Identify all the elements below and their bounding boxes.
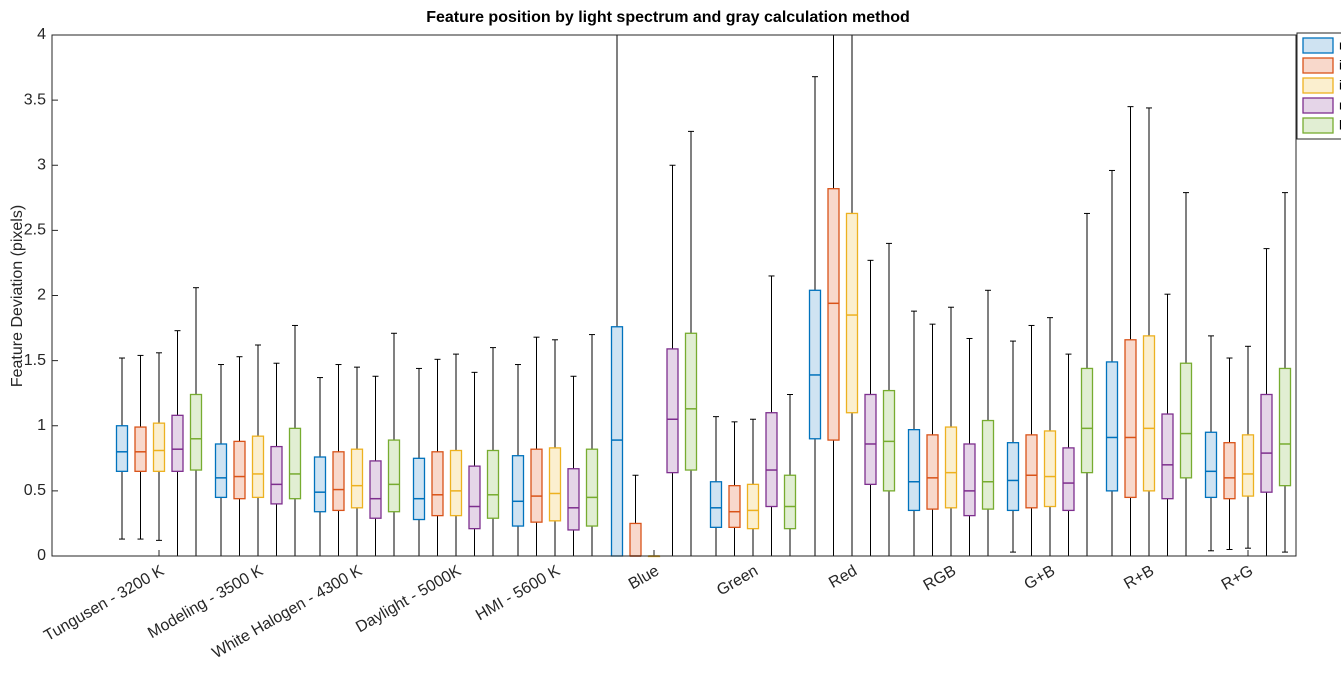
y-tick-label: 2.5 — [24, 222, 46, 239]
box — [387, 439, 401, 513]
legend-swatch — [1302, 97, 1334, 114]
x-tick-label: Red — [826, 562, 860, 591]
box — [530, 448, 543, 523]
y-tick-label: 3 — [37, 156, 46, 173]
box — [251, 435, 265, 499]
x-tick-label: R+G — [1219, 562, 1256, 593]
box — [313, 456, 327, 513]
box — [808, 289, 822, 440]
box — [350, 448, 364, 509]
x-tick-label: R+B — [1121, 562, 1157, 593]
box — [907, 429, 921, 512]
box — [746, 483, 760, 530]
box — [1062, 447, 1075, 512]
chart-title: Feature position by light spectrum and g… — [426, 9, 910, 26]
box — [585, 448, 599, 527]
box — [412, 457, 426, 521]
x-tick-label: HMI - 5600 K — [473, 562, 563, 624]
box — [684, 332, 698, 471]
box — [1241, 434, 1255, 497]
legend-label: rec601 — [1339, 37, 1341, 52]
box — [944, 426, 958, 509]
y-axis-label: Feature Deviation (pixels) — [9, 205, 26, 387]
legend: rec601 itu709 itu2100 mean light — [1296, 32, 1341, 140]
box — [1260, 393, 1273, 493]
box — [765, 412, 778, 508]
box — [511, 455, 525, 527]
box — [963, 443, 976, 517]
legend-swatch — [1302, 57, 1334, 74]
box — [233, 440, 246, 500]
legend-swatch — [1302, 117, 1334, 134]
legend-swatch — [1302, 77, 1334, 94]
legend-swatch — [1302, 37, 1334, 54]
box — [1105, 361, 1119, 492]
box — [845, 212, 859, 414]
box — [134, 426, 147, 472]
box — [486, 449, 500, 519]
plot-frame — [51, 34, 1297, 557]
y-tick-label: 2 — [37, 287, 46, 304]
box — [468, 465, 481, 530]
box — [567, 468, 580, 531]
box — [610, 326, 624, 557]
box — [1006, 442, 1020, 512]
box — [864, 393, 877, 486]
y-tick-label: 1 — [37, 417, 46, 434]
x-tick-label: G+B — [1021, 562, 1058, 593]
x-tick-label: Blue — [626, 562, 662, 593]
box — [369, 460, 382, 519]
box — [1223, 442, 1236, 500]
box — [431, 451, 444, 517]
box — [1204, 431, 1218, 499]
box — [728, 485, 741, 528]
box — [1142, 335, 1156, 492]
box — [270, 445, 283, 505]
box — [1080, 367, 1094, 474]
box — [548, 447, 562, 522]
box — [981, 419, 995, 510]
box — [214, 443, 228, 499]
box — [666, 348, 679, 474]
box — [1278, 367, 1292, 487]
legend-label: mean — [1339, 97, 1341, 112]
y-tick-label: 0 — [37, 547, 46, 564]
box — [1124, 339, 1137, 499]
y-tick-label: 0.5 — [24, 482, 46, 499]
y-tick-label: 3.5 — [24, 91, 46, 108]
box — [827, 188, 840, 441]
box — [629, 522, 642, 557]
x-tick-label: RGB — [921, 562, 960, 594]
box — [115, 425, 129, 472]
y-tick-label: 4 — [37, 26, 46, 43]
box — [783, 474, 797, 530]
box — [1043, 430, 1057, 508]
x-tick-label: Green — [714, 562, 761, 599]
box — [171, 414, 184, 472]
box — [1179, 362, 1193, 479]
box — [189, 393, 203, 471]
legend-label: itu2100 — [1339, 77, 1341, 92]
legend-label: light — [1339, 117, 1341, 132]
box — [926, 434, 939, 510]
box — [332, 451, 345, 512]
box — [152, 422, 166, 472]
y-tick-label: 1.5 — [24, 352, 46, 369]
box — [1161, 413, 1174, 500]
box — [449, 449, 463, 517]
box — [1025, 434, 1038, 509]
x-tick-label: Daylight - 5000K — [353, 562, 464, 636]
box — [709, 481, 723, 528]
box — [288, 427, 302, 500]
legend-label: itu709 — [1339, 57, 1341, 72]
